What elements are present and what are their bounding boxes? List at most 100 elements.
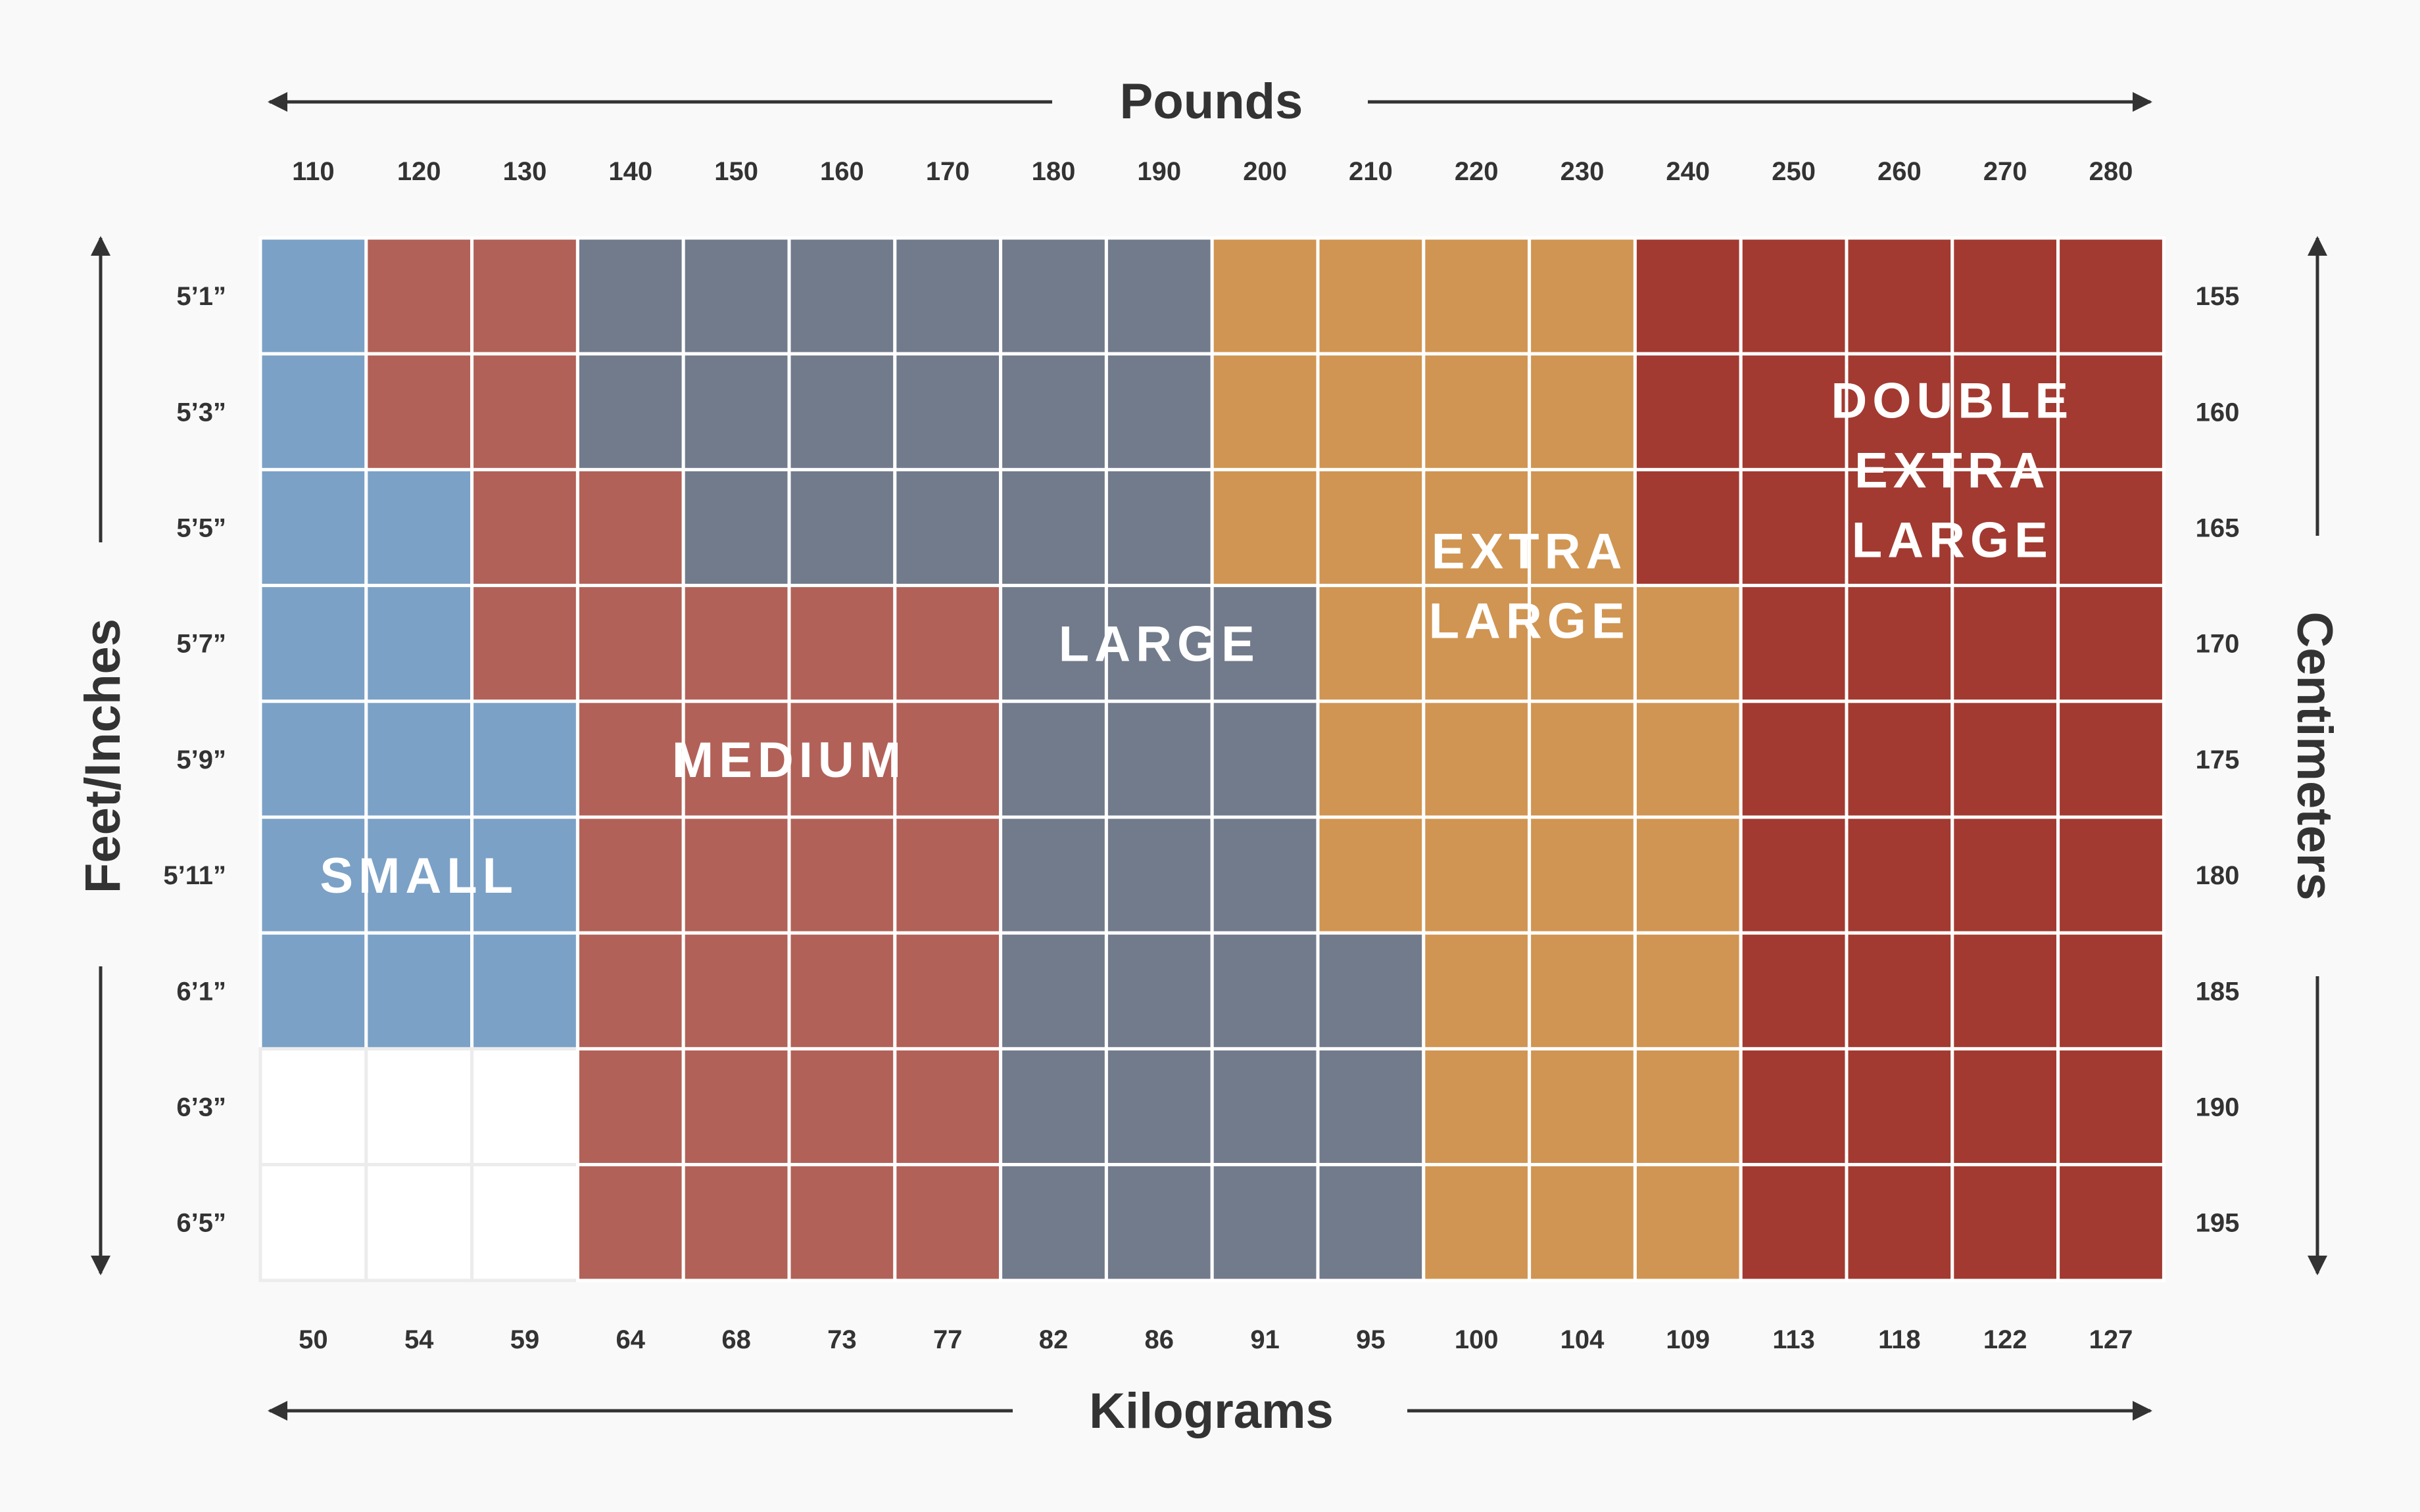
grid-cell — [575, 1047, 685, 1167]
grid-cell — [1104, 815, 1214, 935]
grid-cell — [1739, 352, 1849, 471]
grid-cell — [1210, 931, 1320, 1051]
pounds-tick: 140 — [608, 157, 652, 186]
grid-cell — [1739, 815, 1849, 935]
feet-inches-tick: 5’3” — [176, 398, 226, 427]
grid-cell — [893, 467, 1003, 588]
grid-cell — [1950, 931, 2060, 1051]
grid-cell — [1950, 1163, 2060, 1283]
kilograms-tick: 77 — [933, 1325, 963, 1354]
pounds-tick: 220 — [1455, 157, 1499, 186]
grid-cell — [1739, 1163, 1849, 1283]
size-region-label: EXTRA — [1432, 524, 1628, 580]
grid-cell — [999, 467, 1108, 588]
grid-cell — [1633, 236, 1743, 356]
grid-cell — [893, 1163, 1003, 1283]
pounds-tick: 240 — [1666, 157, 1710, 186]
kilograms-tick: 104 — [1561, 1325, 1605, 1354]
kilograms-tick: 100 — [1455, 1325, 1499, 1354]
grid-cell — [575, 352, 685, 471]
centimeters-tick: 175 — [2196, 745, 2240, 774]
grid-cell — [999, 584, 1108, 703]
grid-cell — [681, 699, 791, 819]
grid-cell — [258, 931, 368, 1051]
grid-cell — [1210, 352, 1320, 471]
grid-cell — [893, 699, 1003, 819]
grid-cell — [681, 1047, 791, 1167]
grid-cell — [787, 1163, 897, 1283]
centimeters-tick: 190 — [2196, 1093, 2240, 1122]
grid-cell — [787, 584, 897, 703]
grid-cell — [1316, 699, 1426, 819]
grid-cell — [1104, 1047, 1214, 1167]
pounds-tick: 200 — [1243, 157, 1287, 186]
kilograms-tick: 95 — [1356, 1325, 1386, 1354]
grid-cell — [1528, 352, 1637, 471]
grid-cell — [1210, 699, 1320, 819]
grid-cell — [470, 1163, 579, 1283]
grid-cell — [1739, 1047, 1849, 1167]
grid-cell — [999, 815, 1108, 935]
grid-cell — [1316, 1047, 1426, 1167]
feet-inches-tick: 6’3” — [176, 1093, 226, 1122]
grid-cell — [681, 236, 791, 356]
grid-cell — [1104, 699, 1214, 819]
grid-cell — [1633, 815, 1743, 935]
size-region-labels: SMALL MEDIUM LARGE EXTRA LARGE DOUBLE EXTRA LAR… — [320, 373, 2068, 904]
grid-cell — [470, 1047, 579, 1167]
kilograms-tick: 127 — [2089, 1325, 2133, 1354]
grid-cell — [1104, 467, 1214, 588]
grid-cell — [258, 352, 368, 471]
grid-cell — [364, 467, 474, 588]
grid-cell — [2056, 352, 2166, 471]
grid-cell — [364, 931, 474, 1051]
grid-cell — [1739, 236, 1849, 356]
grid-cell — [575, 815, 685, 935]
grid-cell — [1845, 699, 1954, 819]
grid-cell — [893, 1047, 1003, 1167]
grid-cell — [470, 699, 579, 819]
centimeters-tick: 195 — [2196, 1209, 2240, 1238]
centimeters-tick: 160 — [2196, 398, 2240, 427]
grid-cell — [1210, 236, 1320, 356]
size-region-label: SMALL — [320, 848, 518, 904]
grid-cell — [1104, 1163, 1214, 1283]
grid-cell — [787, 815, 897, 935]
grid-cell — [999, 1047, 1108, 1167]
grid-cell — [258, 584, 368, 703]
pounds-tick: 120 — [397, 157, 441, 186]
grid-cell — [1633, 931, 1743, 1051]
pounds-tick: 150 — [714, 157, 758, 186]
grid-cell — [364, 1163, 474, 1283]
axis-ticks: 110 50 120 54 130 59 140 64 150 68 160 73 170 77 180 82… — [163, 157, 2239, 1354]
pounds-tick: 180 — [1032, 157, 1076, 186]
grid-cell — [258, 236, 368, 356]
grid-cell — [999, 352, 1108, 471]
grid-cell — [1104, 352, 1214, 471]
kilograms-tick: 82 — [1039, 1325, 1069, 1354]
grid-cell — [1845, 236, 1954, 356]
grid-cell — [2056, 931, 2166, 1051]
grid-cell — [893, 236, 1003, 356]
grid-cell — [470, 931, 579, 1051]
grid-cell — [1422, 815, 1532, 935]
grid-cell — [787, 352, 897, 471]
kilograms-tick: 50 — [299, 1325, 328, 1354]
kilograms-tick: 118 — [1878, 1325, 1921, 1354]
feet-inches-tick: 5’1” — [176, 282, 226, 311]
grid-cell — [1316, 931, 1426, 1051]
kilograms-tick: 113 — [1772, 1325, 1815, 1354]
pounds-tick: 260 — [1877, 157, 1922, 186]
pounds-tick: 160 — [820, 157, 864, 186]
feet-inches-tick: 6’1” — [176, 977, 226, 1006]
grid-cell — [681, 467, 791, 588]
grid-cell — [1950, 584, 2060, 703]
centimeters-tick: 185 — [2196, 977, 2240, 1006]
grid-cell — [1950, 352, 2060, 471]
grid-cell — [1422, 1047, 1532, 1167]
size-grid — [258, 236, 2166, 1283]
grid-cell — [1528, 236, 1637, 356]
grid-cell — [1210, 467, 1320, 588]
centimeters-axis-title: Centimeters — [2287, 611, 2342, 900]
grid-cell — [2056, 1047, 2166, 1167]
